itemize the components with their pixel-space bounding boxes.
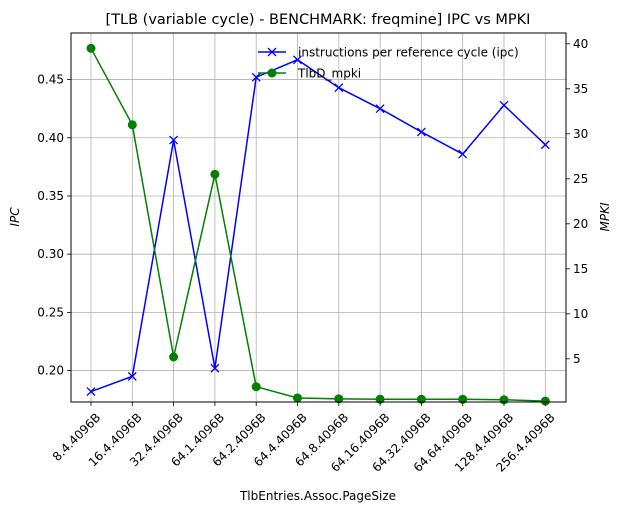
data-point-mpki: [540, 396, 550, 406]
data-point-mpki: [86, 43, 96, 53]
grid: [71, 33, 566, 402]
legend: instructions per reference cycle (ipc) Tl…: [258, 46, 519, 81]
y-tick-label-right: 40: [573, 37, 588, 51]
data-point-ipc: [416, 127, 426, 137]
y-tick-label-left: 0.30: [37, 247, 64, 261]
data-point-ipc: [499, 100, 509, 110]
y-axis-label-right: MPKI: [598, 202, 612, 231]
legend-marker-mpki: [267, 68, 277, 78]
data-point-ipc: [127, 371, 137, 381]
series-line-1: [90, 58, 546, 393]
chart-title: [TLB (variable cycle) - BENCHMARK: freqm…: [106, 12, 531, 28]
data-point-ipc: [334, 83, 344, 93]
y-tick-label-left: 0.40: [37, 131, 64, 145]
y-axis-label-left: IPC: [8, 207, 22, 227]
data-point-mpki: [210, 169, 220, 179]
x-axis-label: TlbEntries.Assoc.PageSize: [239, 489, 396, 503]
y-tick-label-right: 15: [573, 262, 588, 276]
y-tick-label-left: 0.20: [37, 364, 64, 378]
series-line-2: [90, 47, 546, 402]
y-tick-label-right: 5: [573, 352, 581, 366]
y-tick-label-right: 20: [573, 217, 588, 231]
y-tick-label-right: 25: [573, 172, 588, 186]
legend-label: TlbD_mpki: [297, 67, 361, 81]
data-point-ipc: [458, 149, 468, 159]
y-tick-label-left: 0.35: [37, 189, 64, 203]
data-point-ipc: [86, 387, 96, 396]
data-point-ipc: [251, 72, 261, 82]
legend-marker-ipc: [267, 47, 277, 57]
data-point-ipc: [540, 140, 550, 150]
data-point-ipc: [375, 104, 385, 114]
y-tick-label-right: 35: [573, 82, 588, 96]
data-point-mpki: [127, 120, 137, 130]
legend-label: instructions per reference cycle (ipc): [298, 46, 519, 60]
data-point-mpki: [251, 382, 261, 392]
data-point-ipc: [210, 363, 220, 373]
data-point-ipc: [293, 55, 302, 65]
y-tick-label-right: 10: [573, 307, 588, 321]
plot-frame: [70, 32, 567, 403]
y-tick-label-left: 0.25: [37, 305, 64, 319]
data-point-mpki: [293, 393, 302, 403]
y-tick-label-right: 30: [573, 127, 588, 141]
data-point-ipc: [169, 135, 179, 145]
y-tick-label-left: 0.45: [37, 73, 64, 87]
data-point-mpki: [169, 352, 179, 362]
data-point-mpki: [334, 394, 344, 404]
